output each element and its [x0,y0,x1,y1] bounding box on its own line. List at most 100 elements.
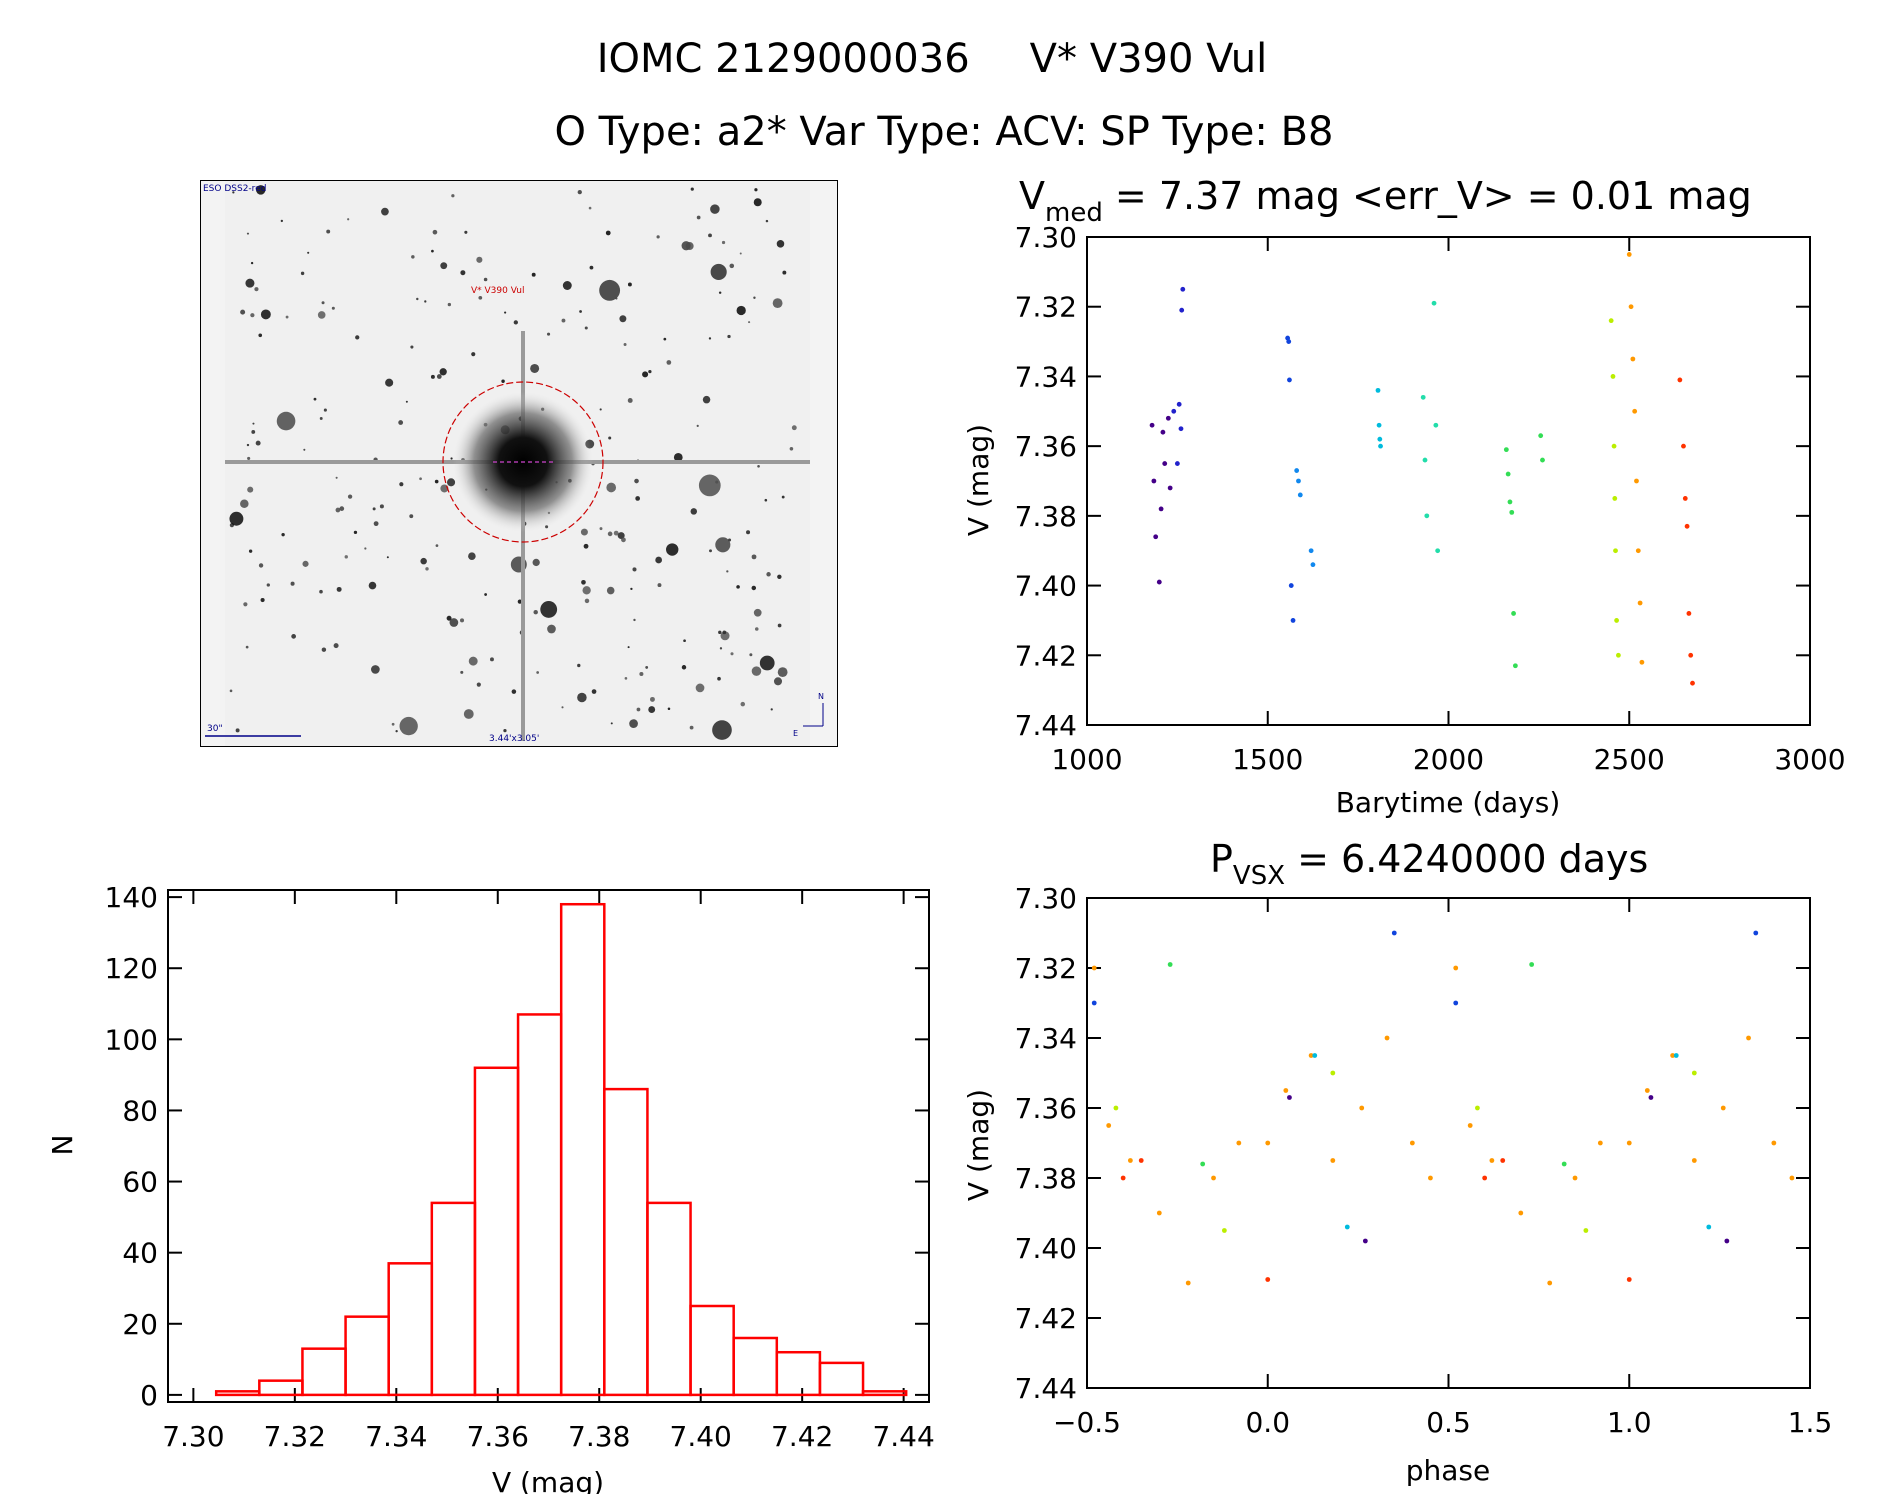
sky-star [235,728,240,733]
phased-curve-point [1691,1158,1697,1163]
sky-star [777,667,788,678]
light-curve-point [1297,492,1303,498]
sky-star [446,615,452,621]
sky-star [503,729,507,733]
light-curve-point [1611,443,1617,449]
sky-star [656,235,660,239]
sky-star [484,593,488,596]
light-curve-ytick-label: 7.36 [1015,430,1077,463]
sky-star [321,647,327,652]
light-curve-point [1376,422,1382,428]
histogram-xtick-label: 7.30 [162,1420,224,1453]
sky-star [583,543,589,549]
phased-curve-point [1362,1238,1368,1244]
phased-curve-point [1547,1280,1553,1286]
sky-star [245,645,249,649]
sky-star [749,653,753,657]
sky-star [300,271,305,276]
sky-star [420,557,427,565]
sky-star [285,315,289,319]
sky-star [736,305,746,316]
phased-curve-point [1359,1105,1365,1111]
sky-star [681,665,687,670]
sky-star [386,556,389,559]
sky-star [591,689,597,694]
phased-curve-xtick-label: 0.0 [1245,1406,1290,1439]
phased-curve-xtick-label: −0.5 [1053,1406,1121,1439]
phased-curve-point [1453,965,1459,971]
phased-curve-point [1185,1280,1191,1286]
light-curve-point [1635,548,1641,554]
phased-curve-xlabel: phase [1406,1454,1491,1487]
sky-star [463,709,474,719]
sky-star [789,446,794,451]
sky-star [577,190,582,195]
sky-star [331,306,335,310]
sky-star [726,570,729,573]
sky-star [695,683,705,693]
histogram-ytick-label: 0 [140,1379,158,1412]
phased-curve-point [1221,1228,1227,1233]
light-curve-point [1433,422,1439,428]
sky-star [613,530,619,536]
light-curve-point [1296,478,1301,484]
sky-star [517,599,522,604]
light-curve-point [1616,652,1621,658]
sky-star [425,567,429,571]
sky-star [588,206,592,210]
light-curve-ytick-label: 7.38 [1015,500,1077,533]
scale-label: 30" [207,724,223,734]
sky-star [336,586,342,592]
sky-star [317,311,326,319]
title-object-name: V* V390 Vul [1030,36,1268,82]
sky-star [666,543,679,556]
sky-star [409,514,414,519]
sky-star [353,530,358,535]
sky-star [302,560,309,567]
phased-curve-point [1475,1105,1480,1111]
phased-curve-point [1691,1070,1697,1076]
sky-star [608,436,612,440]
phased-curve-point [1384,1035,1390,1041]
sky-star [478,295,483,300]
target-circle [442,381,604,543]
sky-star [411,255,415,259]
phased-curve-point [1724,1238,1730,1244]
phased-curve-point [1626,1277,1632,1282]
sky-star [416,297,419,301]
histogram-bar [473,1066,520,1397]
phased-curve-point [1789,1175,1795,1181]
light-curve-point [1160,429,1166,435]
light-curve-point [1156,579,1162,585]
sky-star [372,507,376,511]
light-curve-point [1158,506,1164,512]
sky-star [347,218,350,221]
sky-star [577,663,581,668]
sky-star [326,229,331,234]
phased-curve-point [1583,1228,1589,1233]
phased-curve-point [1500,1158,1506,1163]
sky-star [432,229,438,235]
sky-star [619,315,627,323]
sky-star [504,311,507,314]
histogram-ylabel: N [46,1135,79,1156]
histogram-ytick-label: 100 [105,1023,158,1056]
light-curve-point [1538,433,1544,439]
histogram-bar [861,1390,908,1397]
phased-curve-point [1771,1140,1777,1146]
light-curve-point [1294,468,1300,473]
light-curve-point [1174,461,1180,466]
phased-curve-point [1200,1161,1206,1167]
light-curve-point [1612,496,1618,501]
light-curve-point [1677,377,1683,383]
phased-curve-point [1391,930,1397,936]
histogram-xtick-label: 7.44 [872,1420,934,1453]
phased-curve-ytick-label: 7.38 [1015,1162,1077,1195]
sky-star [621,537,626,543]
sky-star [633,618,636,622]
sky-star [615,297,618,300]
sky-star [290,581,295,586]
sky-star [547,624,556,634]
light-curve-panel: Vmed = 7.37 mag <err_V> = 0.01 mag 1000 1… [962,174,1846,819]
phased-curve-point [1138,1158,1144,1163]
